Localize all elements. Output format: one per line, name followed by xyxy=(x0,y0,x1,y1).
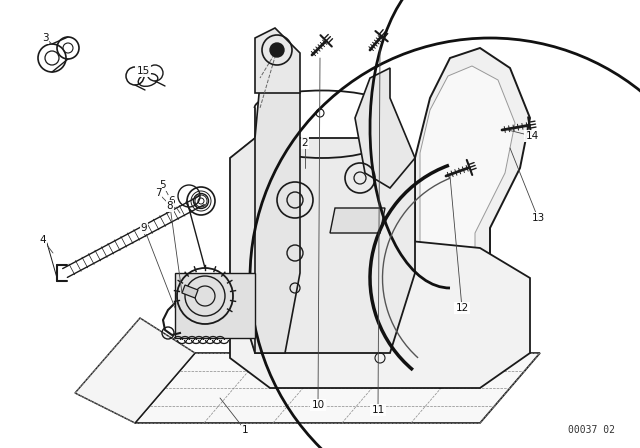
Text: 1: 1 xyxy=(242,425,248,435)
Polygon shape xyxy=(75,318,195,423)
Polygon shape xyxy=(255,73,300,353)
Polygon shape xyxy=(182,285,198,298)
Polygon shape xyxy=(390,48,530,388)
Text: 4: 4 xyxy=(40,235,46,245)
Polygon shape xyxy=(255,28,300,93)
Polygon shape xyxy=(400,66,515,368)
Polygon shape xyxy=(175,273,255,338)
Text: 7: 7 xyxy=(155,188,161,198)
Text: 6: 6 xyxy=(169,196,175,206)
Text: 15: 15 xyxy=(136,66,150,76)
Text: 9: 9 xyxy=(141,223,147,233)
Text: 10: 10 xyxy=(312,400,324,410)
Text: 13: 13 xyxy=(531,213,545,223)
Text: 2: 2 xyxy=(301,138,308,148)
Polygon shape xyxy=(355,68,415,188)
Polygon shape xyxy=(230,238,530,388)
Polygon shape xyxy=(230,138,415,353)
Text: 5: 5 xyxy=(160,180,166,190)
Polygon shape xyxy=(330,208,385,233)
Text: 14: 14 xyxy=(525,131,539,141)
Text: 11: 11 xyxy=(371,405,385,415)
Text: 3: 3 xyxy=(42,33,48,43)
Text: 12: 12 xyxy=(456,303,468,313)
Circle shape xyxy=(270,43,284,57)
Text: 00037 02: 00037 02 xyxy=(568,425,615,435)
Text: 8: 8 xyxy=(166,201,173,211)
Polygon shape xyxy=(135,353,540,423)
